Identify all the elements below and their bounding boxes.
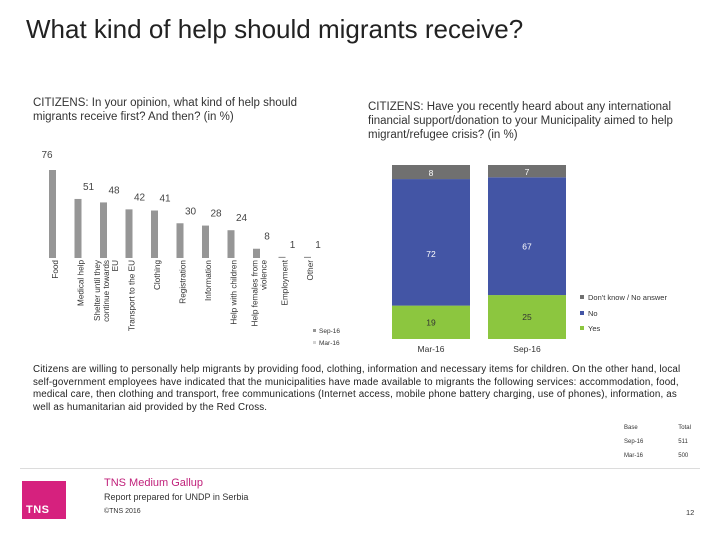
legend-swatch bbox=[580, 295, 584, 299]
bar-sep16 bbox=[125, 209, 133, 258]
x-axis-tick-label: Help females from bbox=[251, 260, 260, 327]
base-table: Base Total Sep-16 511 Mar-16 500 bbox=[624, 425, 714, 467]
base-table-cell: Base bbox=[624, 425, 638, 431]
legend-label: Sep-16 bbox=[319, 328, 340, 335]
segment-value-label: 8 bbox=[429, 168, 434, 178]
x-axis-label-group: Employment bbox=[281, 259, 290, 305]
x-axis-tick-label: Other bbox=[306, 260, 315, 281]
base-table-header: Base Total bbox=[624, 425, 714, 439]
bar-value-label: 76 bbox=[41, 150, 53, 161]
x-axis-tick-label: EU bbox=[111, 260, 120, 271]
legend-label: Yes bbox=[588, 324, 600, 333]
segment-value-label: 7 bbox=[525, 167, 530, 177]
base-table-cell: Sep-16 bbox=[624, 439, 644, 445]
stacked-segment bbox=[488, 165, 566, 178]
company-name: TNS Medium Gallup bbox=[104, 477, 204, 489]
copyright: ©TNS 2016 bbox=[104, 508, 141, 515]
x-axis-label-group: Other bbox=[306, 260, 315, 281]
base-table-row: Mar-16 500 bbox=[624, 453, 714, 467]
x-axis-tick-label: violence bbox=[260, 260, 269, 290]
page-number: 12 bbox=[686, 508, 695, 517]
stacked-segment bbox=[488, 295, 566, 339]
bar-value-label: 1 bbox=[290, 240, 296, 251]
bar-value-label: 48 bbox=[108, 185, 120, 196]
stacked-segment bbox=[392, 165, 470, 180]
x-axis-label-group: Medical help bbox=[77, 260, 86, 306]
x-axis-label-group: Transport to the EU bbox=[128, 260, 137, 331]
x-axis-tick-label: continue towards bbox=[102, 260, 111, 322]
bar-sep16 bbox=[278, 256, 286, 258]
legend-label: No bbox=[588, 309, 598, 318]
base-table-cell: Total bbox=[678, 425, 691, 431]
bar-sep16 bbox=[176, 223, 184, 258]
x-axis-label-group: Help with children bbox=[230, 260, 239, 325]
x-axis-label-group: Registration bbox=[179, 260, 188, 304]
category-label: Mar-16 bbox=[418, 344, 445, 354]
x-axis-label-group: Help females from violence bbox=[251, 260, 269, 327]
x-axis-tick-label: Clothing bbox=[153, 260, 162, 290]
legend-swatch bbox=[580, 326, 584, 330]
bar-sep16 bbox=[227, 230, 235, 258]
legend-swatch bbox=[313, 329, 316, 332]
segment-value-label: 72 bbox=[426, 249, 436, 259]
footer-divider bbox=[20, 468, 700, 469]
base-table-cell: 511 bbox=[678, 439, 688, 445]
left-chart-title: CITIZENS: In your opinion, what kind of … bbox=[33, 97, 298, 123]
x-axis-tick-label: Transport to the EU bbox=[128, 260, 137, 331]
bar-sep16 bbox=[151, 210, 158, 258]
x-axis-tick-label: Shelter until they bbox=[93, 259, 102, 321]
x-axis-label-group: Clothing bbox=[153, 260, 162, 290]
segment-value-label: 19 bbox=[426, 317, 436, 327]
bar-sep16 bbox=[74, 198, 82, 258]
bar-sep16 bbox=[202, 225, 209, 258]
stacked-segment bbox=[392, 179, 470, 306]
x-axis-tick-label: Registration bbox=[179, 260, 188, 304]
bar-sep16 bbox=[100, 202, 107, 258]
segment-value-label: 67 bbox=[522, 241, 532, 251]
stacked-segment bbox=[392, 305, 470, 339]
x-axis-tick-label: Food bbox=[51, 260, 60, 279]
category-label: Sep-16 bbox=[513, 344, 541, 354]
bar-value-label: 8 bbox=[264, 232, 270, 243]
bar-value-label: 42 bbox=[134, 192, 146, 203]
tns-logo: TNS bbox=[22, 481, 66, 519]
stacked-segment bbox=[488, 177, 566, 296]
x-axis-tick-label: Employment bbox=[281, 259, 290, 305]
right-chart-title: CITIZENS: Have you recently heard about … bbox=[368, 101, 673, 141]
page-title: What kind of help should migrants receiv… bbox=[26, 14, 524, 44]
tns-logo-text: TNS bbox=[26, 504, 50, 516]
bar-value-label: 1 bbox=[315, 240, 321, 251]
base-table-cell: 500 bbox=[678, 453, 689, 459]
footnote: Citizens are willing to personally help … bbox=[33, 364, 681, 414]
bar-value-label: 51 bbox=[83, 182, 95, 193]
legend-swatch bbox=[313, 341, 316, 344]
bar-value-label: 41 bbox=[159, 194, 171, 205]
bar-value-label: 24 bbox=[236, 213, 248, 224]
report-line: Report prepared for UNDP in Serbia bbox=[104, 492, 249, 502]
bar-sep16 bbox=[304, 256, 311, 258]
bar-value-label: 28 bbox=[210, 209, 222, 220]
segment-value-label: 25 bbox=[522, 312, 532, 322]
x-axis-tick-label: Help with children bbox=[230, 260, 239, 325]
x-axis-label-group: Information bbox=[204, 260, 213, 301]
base-table-row: Sep-16 511 bbox=[624, 439, 714, 453]
legend-label: Mar-16 bbox=[319, 340, 340, 347]
x-axis-label-group: Shelter until they continue towards EU bbox=[93, 259, 120, 322]
x-axis-tick-label: Medical help bbox=[77, 260, 86, 306]
bar-sep16 bbox=[253, 248, 260, 258]
legend-swatch bbox=[580, 311, 584, 315]
x-axis-label-group: Food bbox=[51, 260, 60, 279]
bar-sep16 bbox=[49, 170, 56, 258]
legend-label: Don't know / No answer bbox=[588, 293, 667, 302]
base-table-cell: Mar-16 bbox=[624, 453, 644, 459]
bar-value-label: 30 bbox=[185, 206, 197, 217]
x-axis-tick-label: Information bbox=[204, 260, 213, 301]
